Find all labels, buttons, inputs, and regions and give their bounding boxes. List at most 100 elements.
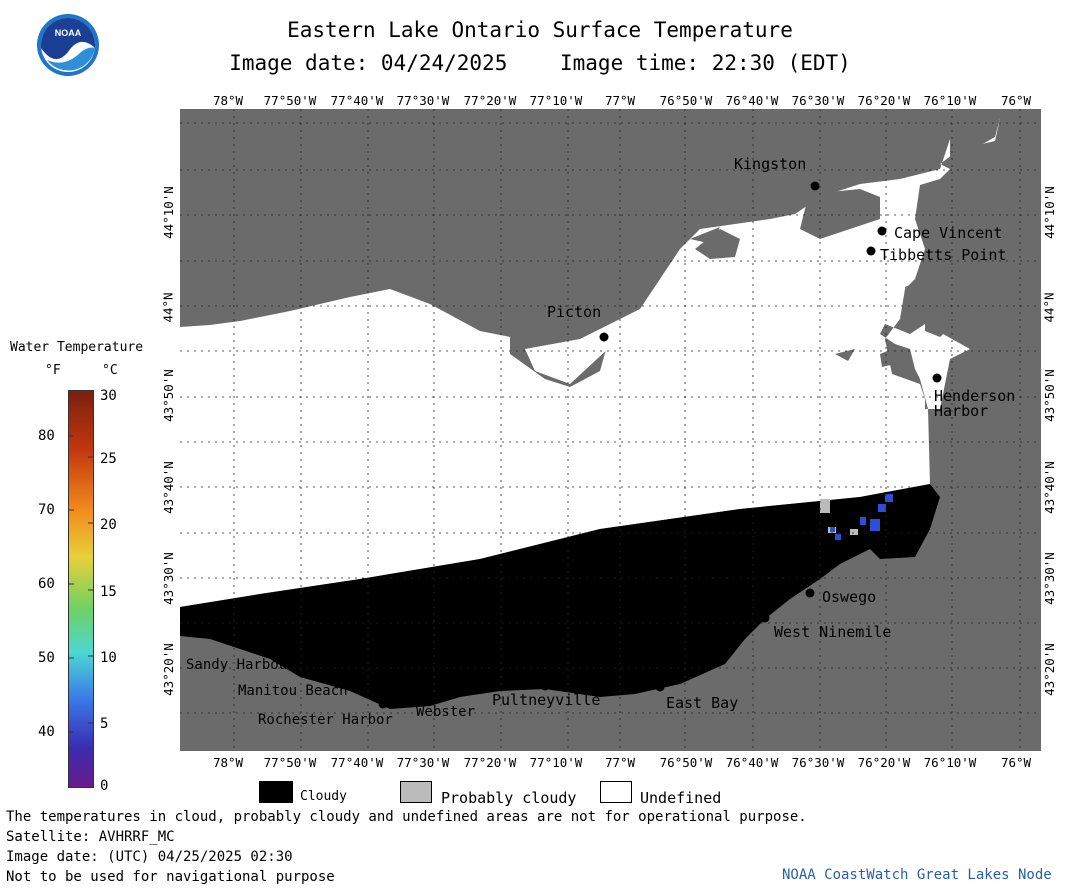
cloudy-key-label: Cloudy	[300, 789, 347, 804]
henderson-harbor-label-2: Harbor	[934, 402, 989, 420]
west-ninemile-marker	[760, 613, 770, 623]
lon-label: 76°W	[1000, 755, 1032, 770]
image-time: Image time: 22:30 (EDT)	[560, 51, 851, 75]
lon-label: 76°40'W	[725, 93, 779, 108]
island-3	[690, 227, 720, 244]
temperature-pixels	[830, 494, 893, 540]
legend-c-tick: 0	[100, 778, 109, 794]
undefined-swatch	[600, 781, 632, 803]
oswego-marker	[805, 588, 815, 598]
undefined-area	[180, 119, 1000, 607]
henderson-harbor-label-1: Henderson	[934, 387, 1016, 405]
lat-label: 44°N	[1041, 292, 1057, 323]
tibbetts-point-marker	[866, 246, 876, 256]
lat-label: 43°40'N	[160, 461, 176, 514]
lon-label: 76°30'W	[791, 93, 845, 108]
lat-label: 44°N	[160, 292, 176, 323]
lon-label: 76°20'W	[857, 93, 911, 108]
rochester-harbor-label: Rochester Harbor	[258, 712, 393, 728]
island-8	[950, 119, 1000, 159]
undefined-key-label: Undefined	[640, 789, 722, 807]
noaa-credit: NOAA CoastWatch Great Lakes Node	[782, 867, 1052, 883]
legend-c-tick: 5	[100, 716, 109, 732]
lon-label: 77°50'W	[263, 755, 317, 770]
island-5	[925, 307, 955, 337]
west-ninemile-label: West Ninemile	[774, 623, 892, 641]
lon-label: 77°50'W	[263, 93, 317, 108]
webster-marker	[437, 691, 447, 701]
legend-c-tick: 25	[100, 451, 117, 467]
logo-text: NOAA	[55, 28, 82, 38]
webster-label: Webster	[416, 704, 476, 720]
kingston-marker	[810, 181, 820, 191]
cape-vincent-marker	[877, 226, 887, 236]
probably-cloudy-swatch	[400, 781, 432, 803]
east-bay-marker	[655, 682, 665, 692]
legend-f-tick: 70	[38, 502, 55, 518]
henderson-harbor-marker	[932, 373, 942, 383]
lon-label: 77°40'W	[330, 93, 384, 108]
lat-label: 44°10'N	[1041, 186, 1057, 239]
lon-label: 76°10'W	[923, 93, 977, 108]
lon-label: 77°20'W	[463, 755, 517, 770]
lon-label: 76°10'W	[923, 755, 977, 770]
lon-label: 76°20'W	[857, 755, 911, 770]
picton-label: Picton	[547, 303, 602, 321]
lon-label: 76°30'W	[791, 755, 845, 770]
picton-marker	[599, 332, 609, 342]
footer-navigation-note: Not to be used for navigational purpose	[6, 869, 335, 885]
legend-f-tick: 40	[38, 724, 55, 740]
oswego-label: Oswego	[822, 588, 877, 606]
lon-label: 77°30'W	[396, 755, 450, 770]
lon-label: 76°50'W	[659, 755, 713, 770]
legend-title: Water Temperature	[10, 340, 144, 355]
map-title: Eastern Lake Ontario Surface Temperature	[287, 18, 793, 42]
lon-label: 78°W	[212, 93, 244, 108]
legend-c-tick: 15	[100, 584, 117, 600]
lon-label: 77°W	[604, 755, 636, 770]
lake-map	[180, 109, 1041, 751]
island-6	[835, 349, 855, 361]
lon-label: 78°W	[212, 755, 244, 770]
sandy-harbour-marker	[263, 648, 273, 658]
probably-cloudy-area	[820, 499, 830, 513]
legend-f-tick: 80	[38, 428, 55, 444]
manitou-beach-label: Manitou Beach	[238, 683, 348, 699]
lon-label: 76°40'W	[725, 755, 779, 770]
lat-label: 43°20'N	[1041, 643, 1057, 696]
noaa-logo: NOAA	[37, 14, 99, 76]
footer-disclaimer: The temperatures in cloud, probably clou…	[6, 809, 807, 825]
cloudy-area	[180, 484, 940, 709]
cloudy-swatch	[259, 781, 293, 803]
east-bay-label: East Bay	[666, 694, 739, 712]
island-10	[500, 204, 545, 227]
legend-c-tick: 20	[100, 517, 117, 533]
lon-label: 77°W	[604, 93, 636, 108]
lat-label: 43°40'N	[1041, 461, 1057, 514]
sandy-harbour-label: Sandy Harbour	[186, 657, 296, 673]
pultneyville-marker	[540, 681, 550, 691]
lon-label: 77°20'W	[463, 93, 517, 108]
legend-f-tick: 60	[38, 576, 55, 592]
island-4	[905, 279, 935, 314]
legend-unit-f: °F	[45, 363, 61, 378]
manitou-beach-marker	[335, 669, 345, 679]
lat-label: 43°50'N	[1041, 369, 1057, 422]
rochester-harbor-marker	[378, 699, 388, 709]
lon-label: 77°10'W	[529, 93, 583, 108]
island-2	[695, 229, 740, 259]
legend-f-tick: 50	[38, 650, 55, 666]
image-date: Image date: 04/24/2025	[229, 51, 508, 75]
lat-label: 43°30'N	[1041, 552, 1057, 605]
legend-unit-c: °C	[102, 363, 118, 378]
city-markers	[263, 181, 942, 709]
footer-utc-date: Image date: (UTC) 04/25/2025 02:30	[6, 849, 293, 865]
island-7	[880, 349, 895, 367]
legend-c-tick: 10	[100, 650, 117, 666]
lat-label: 43°30'N	[160, 552, 176, 605]
lon-label: 76°W	[1000, 93, 1032, 108]
lon-label: 77°40'W	[330, 755, 384, 770]
cape-vincent-label: Cape Vincent	[894, 224, 1003, 242]
legend-c-tick: 30	[100, 388, 117, 404]
probably-cloudy-key-label: Probably cloudy	[441, 789, 577, 807]
